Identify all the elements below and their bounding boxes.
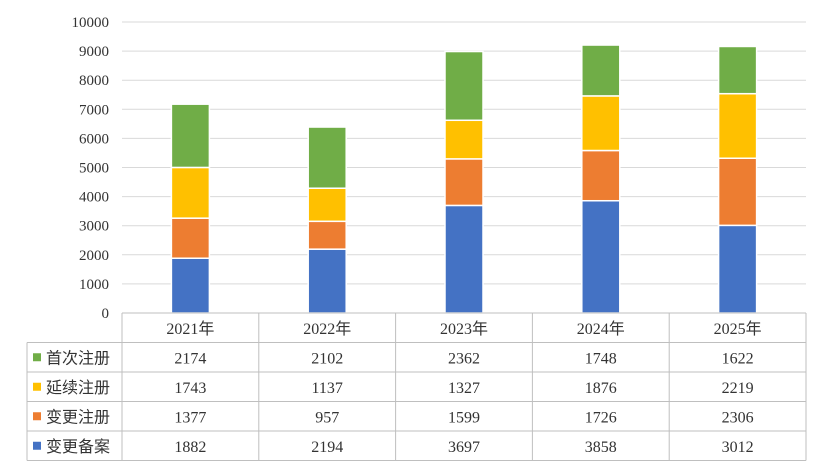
table-value: 2174 bbox=[174, 350, 206, 367]
legend-swatch bbox=[33, 382, 41, 391]
x-category-label: 2025年 bbox=[714, 320, 762, 338]
table-value: 1622 bbox=[722, 350, 754, 367]
bar-segment bbox=[307, 126, 347, 189]
table-value: 2194 bbox=[311, 439, 343, 456]
legend-label: 变更注册 bbox=[46, 408, 110, 426]
bar-segment bbox=[717, 92, 758, 159]
table-value: 2362 bbox=[448, 350, 480, 367]
y-tick-label: 6000 bbox=[79, 131, 109, 147]
table-value: 1726 bbox=[585, 409, 617, 426]
table-value: 1876 bbox=[585, 380, 617, 397]
bar-segment bbox=[170, 257, 211, 314]
bars bbox=[170, 44, 758, 314]
legend-swatch bbox=[33, 353, 41, 362]
y-axis-tick-labels: 0 1000 2000 3000 4000 5000 6000 7000 8000 9000 100… bbox=[72, 15, 110, 322]
table-value: 1599 bbox=[448, 409, 480, 426]
bar-segment bbox=[717, 157, 758, 227]
bar-segment bbox=[170, 103, 211, 169]
legend-label: 首次注册 bbox=[46, 349, 110, 367]
bar-segment bbox=[307, 248, 347, 314]
bar-segment bbox=[444, 158, 484, 207]
bar-segment bbox=[444, 119, 484, 160]
bar-segment bbox=[444, 204, 484, 314]
x-category-label: 2024年 bbox=[577, 320, 625, 338]
x-category-label: 2023年 bbox=[440, 320, 488, 338]
y-tick-label: 8000 bbox=[79, 73, 109, 89]
legend-label: 延续注册 bbox=[46, 379, 110, 397]
table-value: 3012 bbox=[722, 439, 754, 456]
table-value: 1882 bbox=[174, 439, 206, 456]
legend-label: 变更备案 bbox=[46, 438, 110, 456]
table-value: 2306 bbox=[722, 409, 754, 426]
bar-segment bbox=[170, 217, 211, 259]
bar-segment bbox=[444, 50, 484, 122]
y-tick-label: 5000 bbox=[79, 161, 109, 177]
table-value: 2219 bbox=[722, 380, 754, 397]
table-value: 1748 bbox=[585, 350, 617, 367]
y-tick-label: 4000 bbox=[79, 190, 109, 206]
table-value: 1137 bbox=[311, 380, 342, 397]
y-tick-label: 10000 bbox=[72, 15, 110, 31]
table-value: 1743 bbox=[174, 380, 206, 397]
bar-segment bbox=[581, 95, 621, 152]
bar-segment bbox=[307, 187, 347, 223]
table-value: 1327 bbox=[448, 380, 480, 397]
table-value: 3858 bbox=[585, 439, 617, 456]
legend-swatch bbox=[33, 412, 41, 421]
bar-segment bbox=[717, 45, 758, 95]
y-tick-label: 2000 bbox=[79, 248, 109, 264]
table-value: 3697 bbox=[448, 439, 480, 456]
bar-segment bbox=[581, 149, 621, 202]
x-category-label: 2021年 bbox=[166, 320, 214, 338]
table-value: 1377 bbox=[174, 409, 206, 426]
y-tick-label: 1000 bbox=[79, 277, 109, 293]
table-value: 957 bbox=[315, 409, 339, 426]
bar-segment bbox=[717, 224, 758, 314]
x-category-label: 2022年 bbox=[303, 320, 351, 338]
bar-segment bbox=[307, 220, 347, 250]
bar-segment bbox=[170, 166, 211, 219]
y-tick-label: 7000 bbox=[79, 102, 109, 118]
y-tick-label: 9000 bbox=[79, 44, 109, 60]
y-tick-label: 0 bbox=[102, 306, 110, 322]
bar-segment bbox=[581, 199, 621, 314]
bar-segment bbox=[581, 44, 621, 97]
legend-swatch bbox=[33, 441, 41, 450]
table-value: 2102 bbox=[311, 350, 343, 367]
y-tick-label: 3000 bbox=[79, 219, 109, 235]
